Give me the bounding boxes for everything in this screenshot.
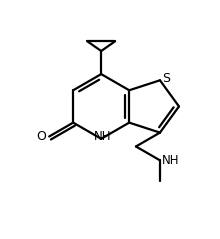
Text: O: O: [36, 130, 46, 143]
Text: NH: NH: [162, 154, 180, 167]
Text: S: S: [162, 72, 170, 85]
Text: NH: NH: [94, 130, 112, 143]
